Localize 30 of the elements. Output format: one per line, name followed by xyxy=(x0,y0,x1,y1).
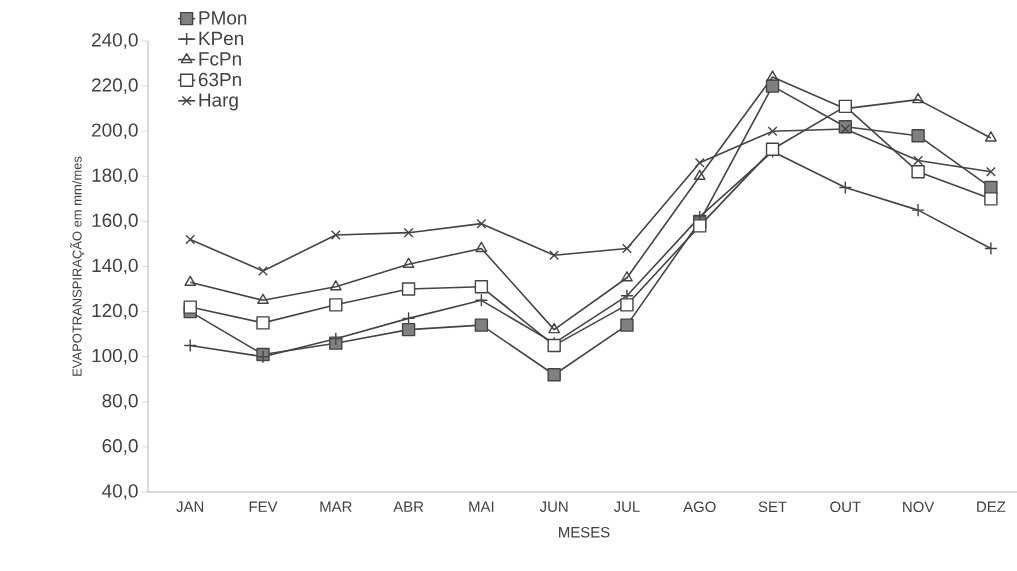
x-axis-title: MESES xyxy=(559,526,610,538)
x-tick-label: MAI xyxy=(469,501,494,512)
x-tick-label: FEV xyxy=(249,501,278,512)
legend-label: FcPn xyxy=(199,52,241,66)
legend-label: 63Pn xyxy=(198,72,241,87)
x-tick-label: ABR xyxy=(393,501,424,512)
x-tick-label: JUL xyxy=(613,501,640,512)
x-tick-label: MAR xyxy=(320,501,352,512)
y-tick-label: 200,0 xyxy=(92,123,138,140)
y-tick-label: 140,0 xyxy=(92,258,138,275)
legend-label: PMon xyxy=(199,11,247,25)
x-tick-label: AGO xyxy=(683,501,716,513)
x-tick-label: DEZ xyxy=(977,501,1006,512)
x-tick-label: SET xyxy=(758,501,787,513)
legend-label: Harg xyxy=(199,93,238,111)
y-tick-label: 180,0 xyxy=(92,168,138,185)
y-tick-label: 120,0 xyxy=(92,303,138,320)
y-axis-title: EVAPOTRANSPIRAÇÃO em mm/mes xyxy=(70,156,85,376)
y-tick-label: 240,0 xyxy=(92,33,138,49)
y-tick-label: 80,0 xyxy=(102,393,138,410)
x-tick-label: NOV xyxy=(903,501,935,513)
x-tick-label: JAN xyxy=(176,501,204,512)
legend-label: KPen xyxy=(199,31,244,46)
x-tick-label: JUN xyxy=(539,501,568,512)
y-tick-label: 220,0 xyxy=(92,78,138,94)
y-tick-label: 40,0 xyxy=(102,484,138,500)
x-tick-label: OUT xyxy=(830,501,861,513)
y-tick-label: 100,0 xyxy=(92,348,138,365)
y-tick-label: 160,0 xyxy=(92,213,138,230)
y-tick-label: 60,0 xyxy=(102,439,138,455)
